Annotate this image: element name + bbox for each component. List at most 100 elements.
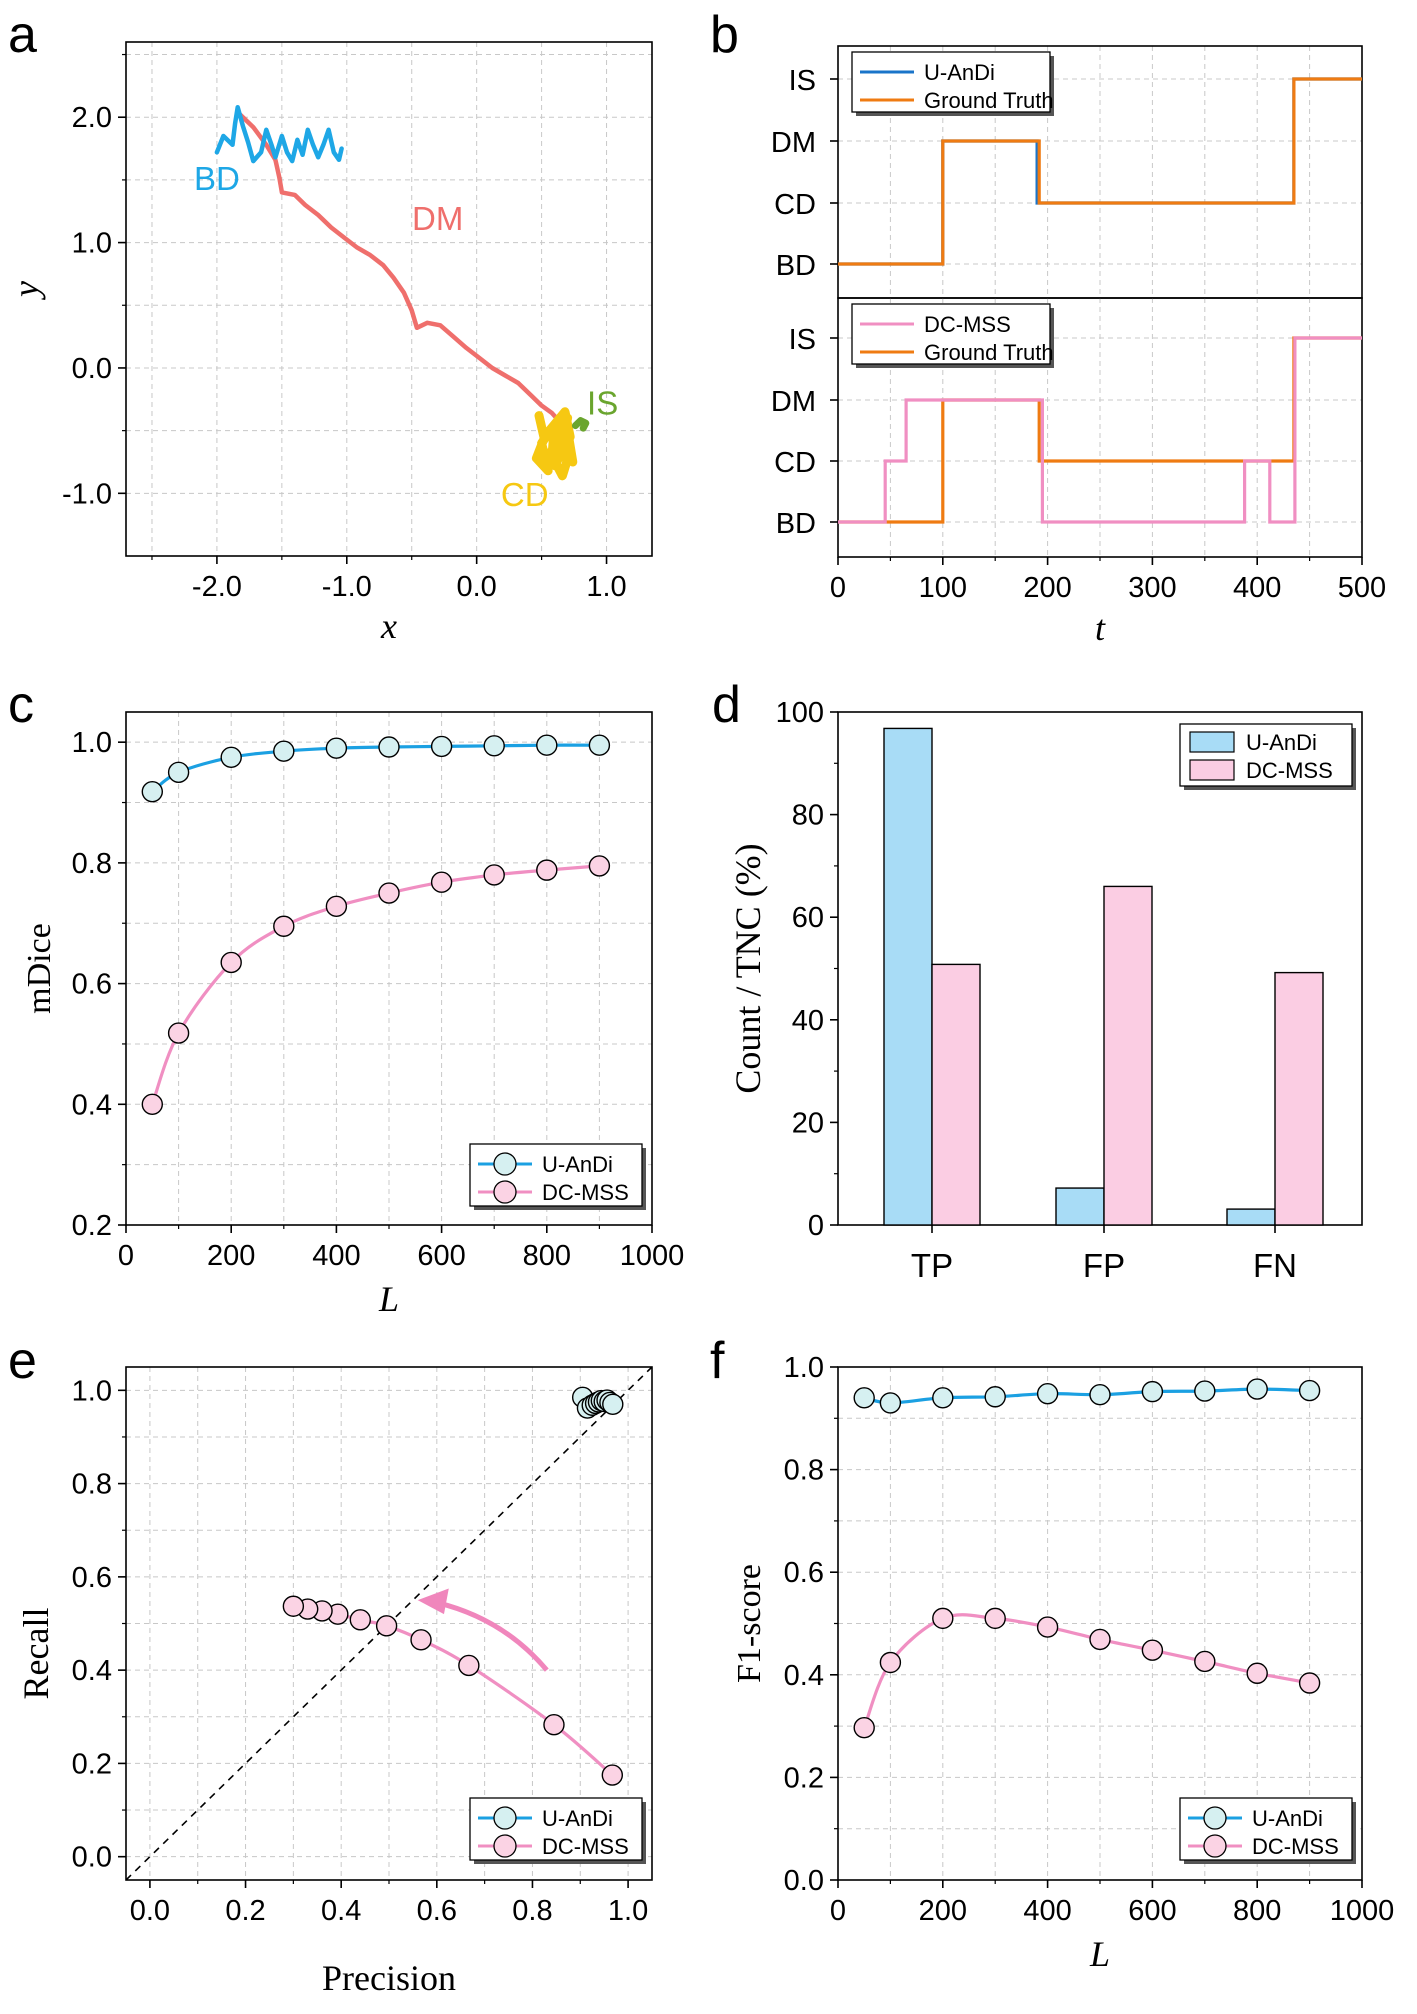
b-xtick-label: 0 xyxy=(830,572,846,604)
c-point-dc-mss xyxy=(483,864,505,886)
f-point-dc-mss xyxy=(1246,1662,1268,1684)
trajectory-bd xyxy=(214,104,344,164)
f-ytick-label: 0.6 xyxy=(784,1557,824,1589)
b-state-label: CD xyxy=(774,447,816,479)
c-ytick-label: 1.0 xyxy=(72,727,112,759)
e-xtick-label: 1.0 xyxy=(608,1895,648,1927)
c-point-dc-mss xyxy=(430,871,453,893)
e-xtick-label: 0.2 xyxy=(225,1895,265,1927)
e-xtick-label: 0.8 xyxy=(512,1895,552,1927)
c-point-u-andi xyxy=(167,761,190,784)
c-xtick-label: 400 xyxy=(312,1240,360,1272)
f-point-u-andi xyxy=(879,1392,902,1414)
e-legend-label: U-AnDi xyxy=(542,1806,613,1831)
e-ylabel: Recall xyxy=(16,1608,56,1700)
e-legend-label: DC-MSS xyxy=(542,1834,629,1859)
f-point-u-andi xyxy=(853,1387,875,1409)
f-point-dc-mss xyxy=(1141,1639,1164,1661)
c-point-u-andi xyxy=(220,746,242,768)
b-state-label: DM xyxy=(771,386,816,418)
f-point-dc-mss xyxy=(984,1607,1006,1630)
f-xtick-label: 800 xyxy=(1233,1895,1281,1927)
c-point-dc-mss xyxy=(325,895,348,918)
b-xlabel: t xyxy=(1095,608,1106,648)
f-point-u-andi xyxy=(1089,1384,1111,1406)
c-ytick-label: 0.8 xyxy=(72,848,112,880)
b-xtick-label: 100 xyxy=(919,572,967,604)
d-ytick-label: 40 xyxy=(792,1005,824,1037)
c-legend-label: U-AnDi xyxy=(542,1152,613,1177)
c-point-u-andi xyxy=(588,734,611,756)
d-bar-dc-mss-fn xyxy=(1274,971,1324,1226)
e-xlabel: Precision xyxy=(322,1958,456,1998)
panel-b: BD CD DM IS U-AnDi Ground Truth BD CD DM IS DC-MSS… xyxy=(771,45,1386,648)
c-point-u-andi xyxy=(325,737,348,759)
b-top-legend-label: Ground Truth xyxy=(924,88,1054,113)
c-xlabel: L xyxy=(378,1279,399,1319)
e-ytick-label: 0.8 xyxy=(72,1469,112,1501)
a-xtick-label: -2.0 xyxy=(192,571,242,603)
d-ytick-label: 20 xyxy=(792,1107,824,1139)
e-ytick-label: 0.6 xyxy=(72,1562,112,1594)
d-bar-u-andi-tp xyxy=(883,727,933,1226)
panel-label-f: f xyxy=(710,1332,725,1390)
d-category-label: FP xyxy=(1083,1247,1125,1284)
c-xtick-label: 200 xyxy=(207,1240,255,1272)
e-point-dc-mss xyxy=(543,1714,565,1736)
f-point-dc-mss xyxy=(1194,1650,1216,1673)
b-state-label: IS xyxy=(789,65,816,97)
b-top-legend xyxy=(851,51,1051,113)
f-point-u-andi xyxy=(1298,1379,1321,1402)
region-label-is: IS xyxy=(587,384,618,421)
f-series-dc-mss-line xyxy=(862,1613,1310,1729)
f-ylabel: F1-score xyxy=(731,1564,768,1683)
d-legend-label: U-AnDi xyxy=(1246,730,1317,755)
a-ytick-label: 0.0 xyxy=(72,353,112,385)
d-legend-swatch xyxy=(1189,731,1235,753)
f-xtick-label: 600 xyxy=(1128,1895,1176,1927)
f-point-dc-mss xyxy=(1036,1616,1059,1638)
f-legend-marker xyxy=(1203,1806,1227,1830)
b-bottom-legend-label: Ground Truth xyxy=(924,340,1054,365)
panel-d: 0 20 40 60 80 100 TP FP FN U-AnDi DC-MSS Count / TN… xyxy=(728,697,1363,1284)
d-category-label: TP xyxy=(911,1247,953,1284)
e-trend-arrowhead xyxy=(417,1588,449,1615)
e-trend-arrow xyxy=(436,1600,549,1672)
f-point-dc-mss xyxy=(879,1651,902,1674)
a-ytick-label: -1.0 xyxy=(62,478,112,510)
e-point-dc-mss xyxy=(375,1615,398,1637)
c-series-u-andi-line xyxy=(151,743,600,793)
e-ytick-label: 1.0 xyxy=(72,1375,112,1407)
b-bottom-legend xyxy=(851,303,1051,365)
f-point-dc-mss xyxy=(1298,1672,1321,1694)
a-ytick-label: 1.0 xyxy=(72,228,112,260)
c-ylabel: mDice xyxy=(21,923,58,1014)
f-ytick-label: 1.0 xyxy=(784,1352,824,1384)
c-point-dc-mss xyxy=(220,951,242,974)
b-bottom-legend-label: DC-MSS xyxy=(924,312,1011,337)
f-point-u-andi xyxy=(1036,1382,1059,1405)
d-bar-u-andi-fp xyxy=(1055,1187,1105,1226)
e-point-dc-mss xyxy=(601,1764,624,1786)
e-legend-marker xyxy=(493,1806,517,1830)
b-bottom-series-dc-mss xyxy=(838,336,1362,524)
d-ytick-label: 0 xyxy=(808,1210,824,1242)
f-ytick-label: 0.8 xyxy=(784,1455,824,1487)
f-legend-marker xyxy=(1203,1834,1227,1858)
trajectory-is xyxy=(571,417,590,432)
a-xtick-label: -1.0 xyxy=(322,571,372,603)
b-xtick-label: 300 xyxy=(1128,572,1176,604)
c-point-dc-mss xyxy=(378,882,400,904)
e-point-dc-mss xyxy=(349,1609,372,1631)
panel-label-e: e xyxy=(8,1332,37,1390)
trajectory-cd xyxy=(531,407,578,481)
b-top-legend-label: U-AnDi xyxy=(924,60,995,85)
trajectory-dm xyxy=(238,112,570,433)
a-xtick-label: 1.0 xyxy=(586,571,626,603)
c-ytick-label: 0.4 xyxy=(72,1089,112,1121)
b-xtick-label: 400 xyxy=(1233,572,1281,604)
f-legend-label: U-AnDi xyxy=(1252,1806,1323,1831)
f-point-u-andi xyxy=(984,1386,1006,1408)
panel-label-b: b xyxy=(710,6,739,64)
